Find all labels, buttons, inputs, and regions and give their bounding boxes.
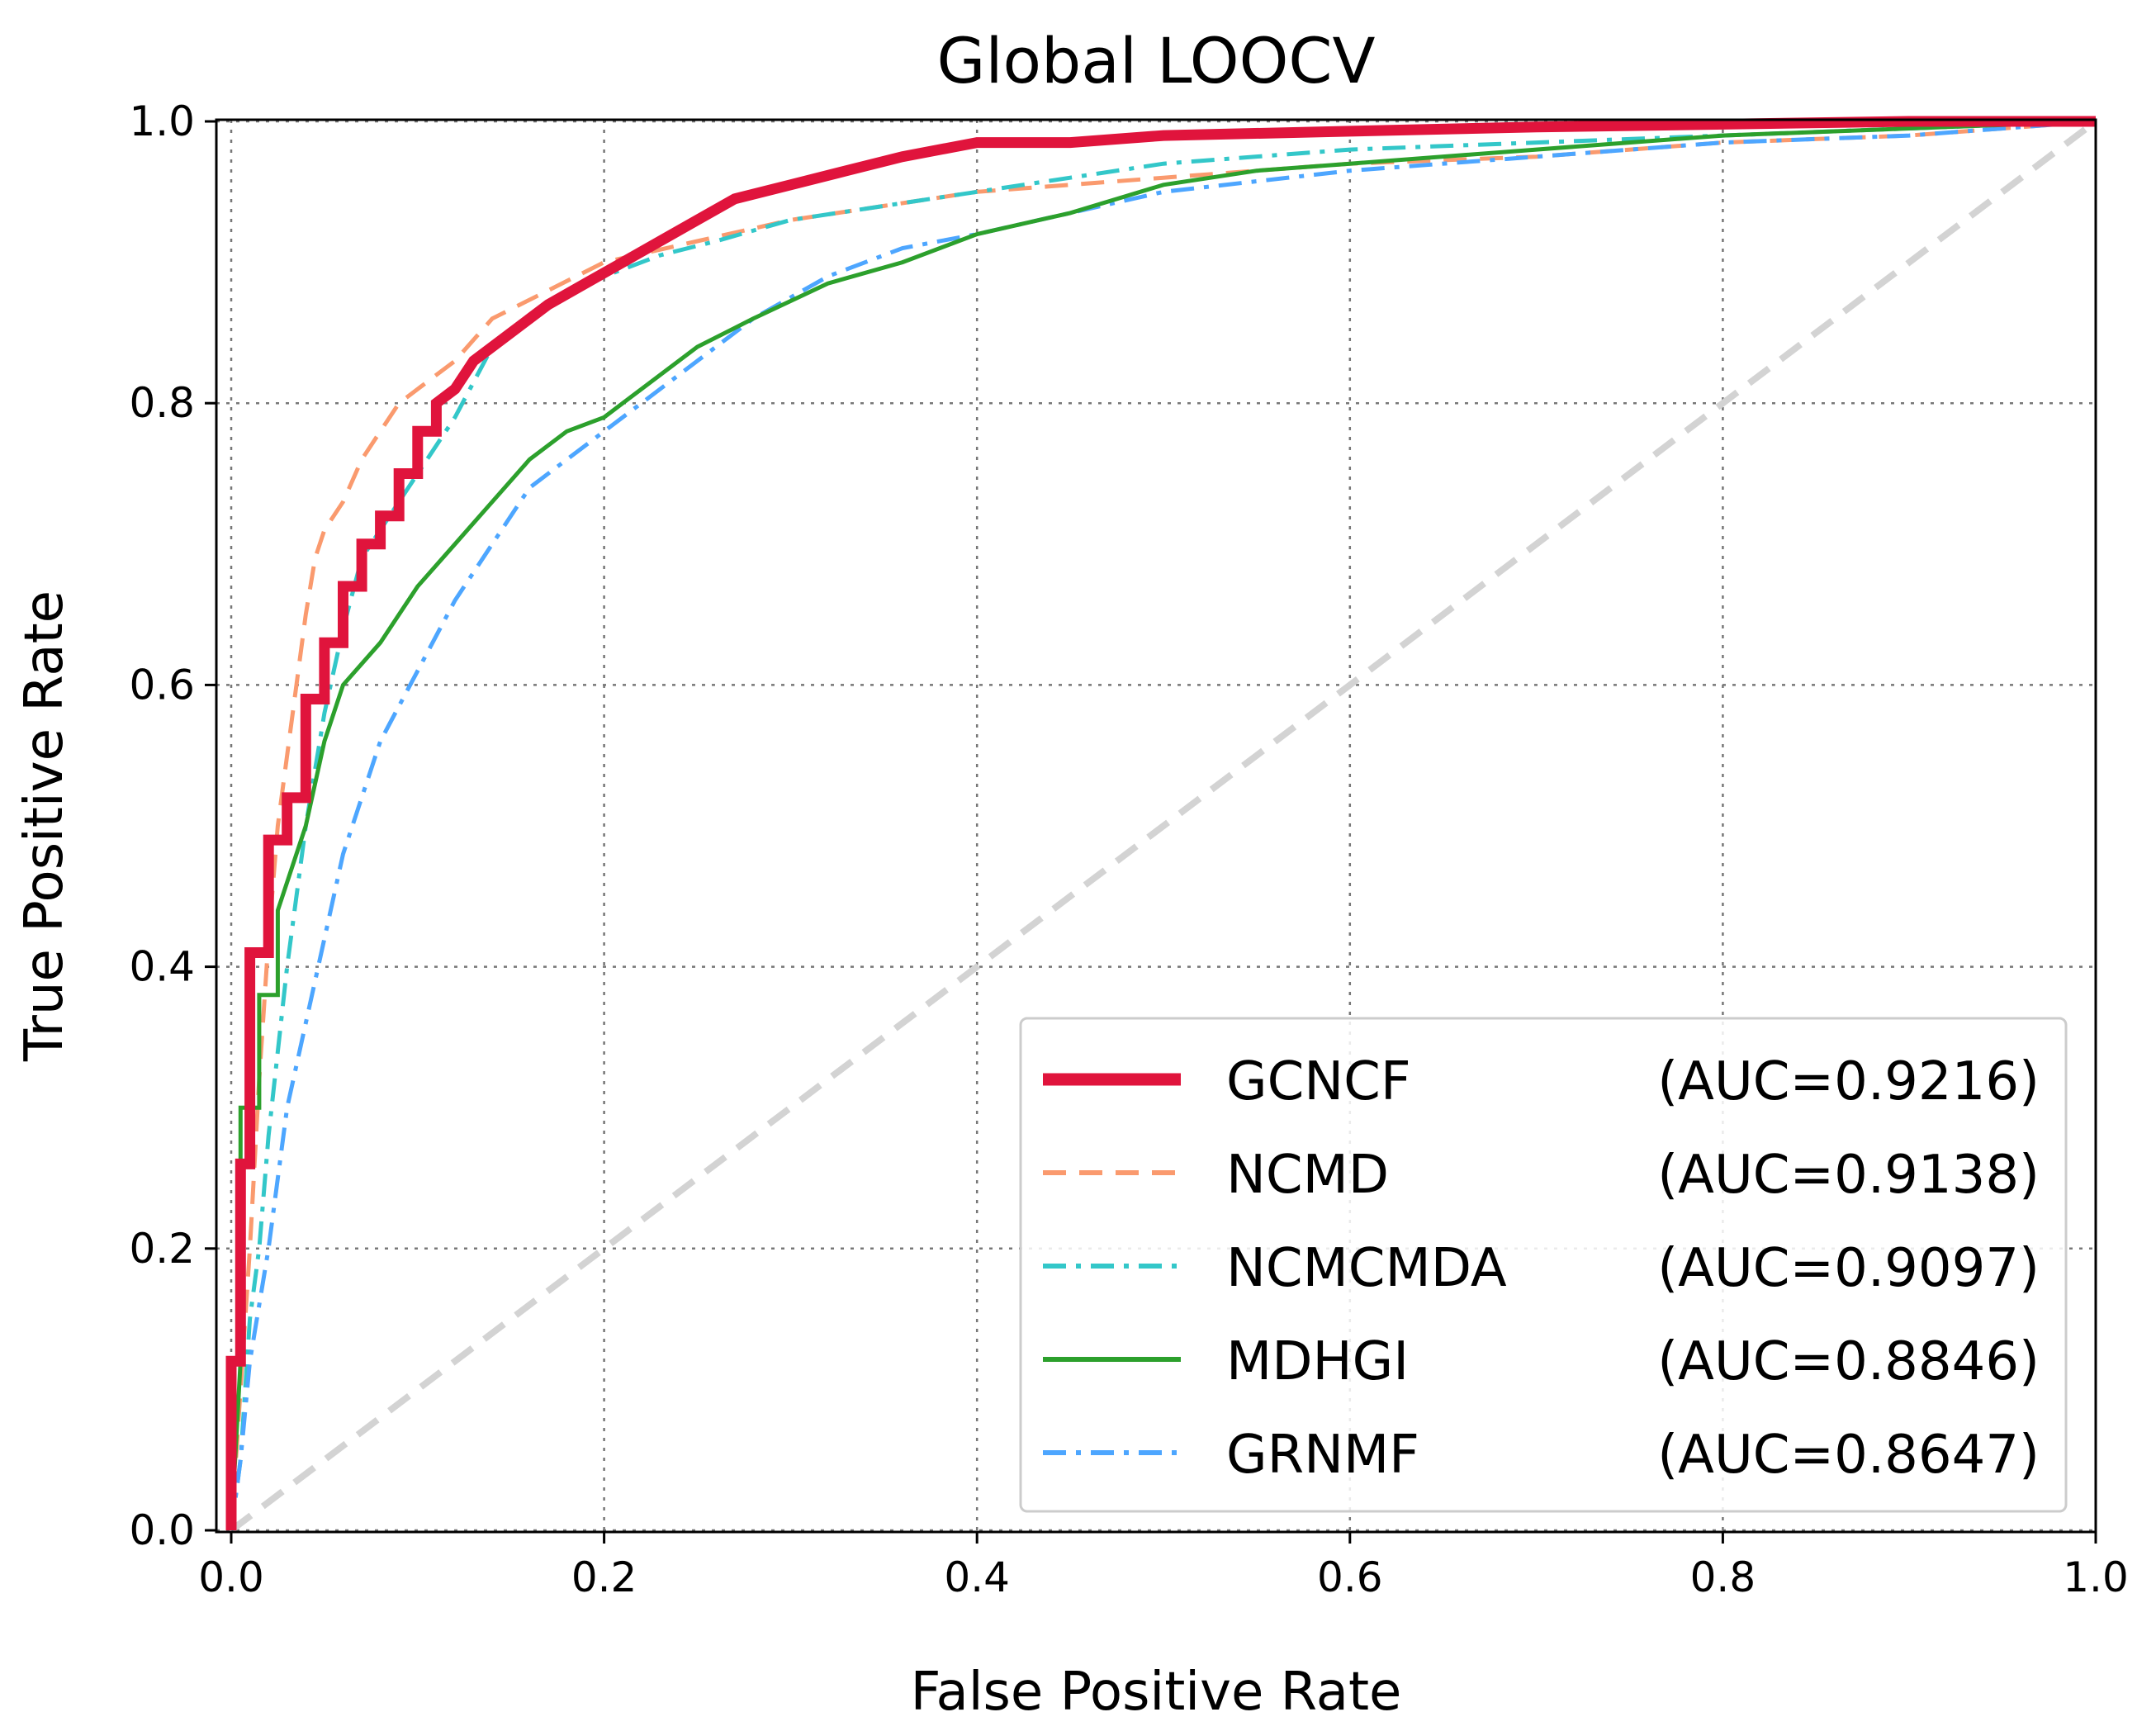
roc-curve-gcncf [225, 116, 2096, 1530]
x-tick-label-5: 1.0 [2063, 1553, 2129, 1601]
y-tick-label-4: 0.8 [129, 379, 195, 427]
legend-label-ncmcmda: NCMCMDA [1226, 1238, 1507, 1299]
legend-label-ncmd: NCMD [1226, 1145, 1389, 1206]
x-axis-label: False Positive Rate [911, 1662, 1402, 1723]
axis-ticks: 0.0 0.2 0.4 0.6 0.8 1.0 0.0 0.2 0.4 0.6 0.8 1.0 [129, 97, 2128, 1601]
x-tick-label-2: 0.4 [944, 1553, 1010, 1601]
y-axis-label: True Positive Rate [14, 590, 75, 1062]
legend-label-gcncf: GCNCF [1226, 1051, 1411, 1112]
roc-curve-grnmf [229, 119, 2097, 1531]
y-tick-label-5: 1.0 [129, 97, 195, 145]
y-tick-label-2: 0.4 [129, 943, 195, 991]
legend-label-mdhgi: MDHGI [1226, 1331, 1409, 1392]
y-tick-label-1: 0.2 [129, 1225, 195, 1273]
x-tick-label-1: 0.2 [571, 1553, 637, 1601]
legend-label-grnmf: GRNMF [1226, 1425, 1419, 1486]
y-tick-label-0: 0.0 [129, 1506, 195, 1554]
legend-auc-mdhgi: (AUC=0.8846) [1657, 1331, 2040, 1392]
legend: GCNCF (AUC=0.9216) NCMD (AUC=0.9138) NCMCMDA… [1019, 1017, 2068, 1513]
legend-auc-ncmd: (AUC=0.9138) [1657, 1145, 2040, 1206]
x-tick-label-3: 0.6 [1317, 1553, 1383, 1601]
roc-curves [225, 116, 2098, 1534]
x-tick-label-0: 0.0 [198, 1553, 264, 1601]
legend-auc-grnmf: (AUC=0.8647) [1657, 1425, 2040, 1486]
roc-curve-ncmd [229, 119, 2097, 1531]
chart-title: Global LOOCV [937, 24, 1376, 97]
x-tick-label-4: 0.8 [1690, 1553, 1756, 1601]
roc-curve-mdhgi [229, 119, 2097, 1531]
y-tick-label-3: 0.6 [129, 661, 195, 709]
legend-auc-gcncf: (AUC=0.9216) [1657, 1051, 2040, 1112]
chance-diagonal-line [229, 118, 2098, 1534]
plot-frame [215, 118, 2097, 1534]
legend-auc-ncmcmda: (AUC=0.9097) [1657, 1238, 2040, 1299]
legend-box [1019, 1017, 2068, 1513]
